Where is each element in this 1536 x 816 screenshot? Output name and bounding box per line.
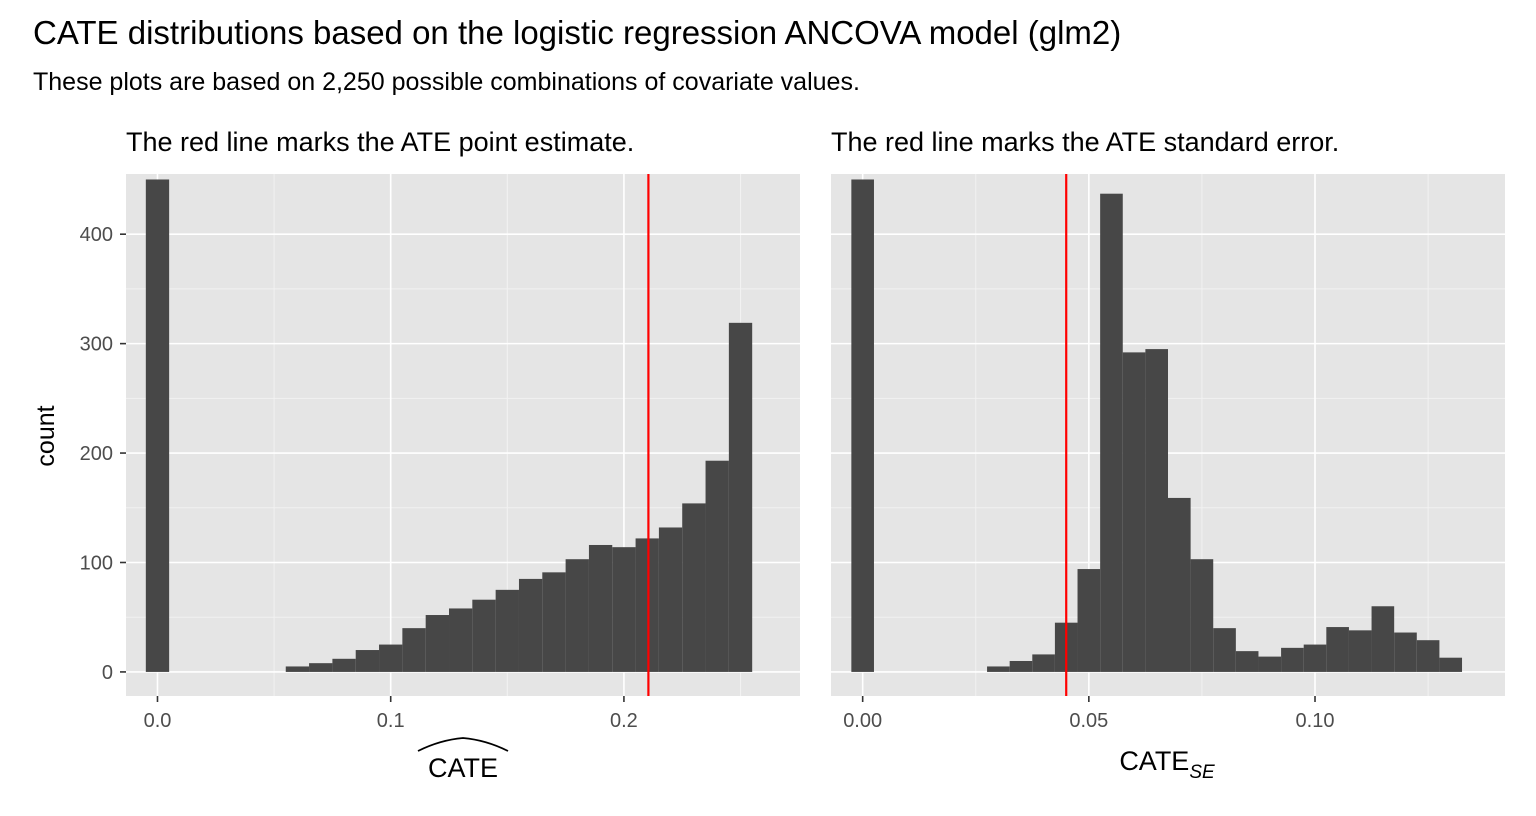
histogram-bar [1009, 660, 1033, 672]
y-axis-label: count [32, 405, 60, 466]
histogram-bar [682, 503, 706, 672]
histogram-bar [635, 538, 659, 672]
histogram-bar [495, 589, 519, 672]
y-tick-label: 400 [80, 224, 113, 246]
widehat-accent [417, 737, 509, 752]
x-tick-label: 0.00 [843, 710, 882, 732]
panel-cate-estimate: The red line marks the ATE point estimat… [80, 127, 800, 783]
histogram-bar [851, 179, 874, 672]
histogram-bar [588, 544, 613, 672]
x-tick-label: 0.1 [377, 710, 405, 732]
x-axis-right: 0.00 0.05 0.10 [843, 696, 1334, 732]
histogram-bar [1213, 628, 1236, 672]
histogram-bar [612, 547, 636, 672]
histogram-bar [285, 666, 310, 672]
x-label-cate-se-subscript: SE [1189, 762, 1215, 783]
x-tick-label: 0.2 [610, 710, 638, 732]
histogram-bar [309, 663, 333, 672]
x-tick-label: 0.05 [1069, 710, 1108, 732]
histogram-bar [1416, 640, 1440, 672]
x-tick-label: 0.0 [144, 710, 172, 732]
histogram-bar [1168, 497, 1191, 672]
y-tick-label: 100 [80, 552, 113, 574]
histogram-bar [402, 628, 426, 672]
histogram-bar [1190, 559, 1214, 672]
histogram-bar [1032, 654, 1055, 672]
histogram-bar [1326, 627, 1349, 672]
y-tick-label: 0 [102, 662, 113, 684]
y-tick-label: 300 [80, 334, 113, 356]
histogram-bar [1145, 349, 1168, 672]
x-axis-left: 0.0 0.1 0.2 [144, 696, 638, 732]
panel-title-right: The red line marks the ATE standard erro… [831, 127, 1339, 157]
histogram-bar [1394, 632, 1417, 672]
histogram-bar [1077, 569, 1101, 672]
x-axis-label-left: CATE [417, 737, 509, 783]
histogram-bar [542, 572, 566, 672]
histogram-bar [379, 644, 403, 672]
gridlines-p0 [126, 174, 800, 696]
x-label-cate-hat: CATE [428, 753, 498, 783]
histogram-bar [1281, 647, 1304, 672]
histogram-bars-left [145, 179, 753, 672]
histogram-bar [1235, 651, 1259, 672]
y-axis-left: 0 100 200 300 400 [80, 224, 126, 684]
panel-title-left: The red line marks the ATE point estimat… [126, 127, 634, 157]
histogram-bars-right [851, 179, 1463, 672]
histogram-bar [705, 460, 729, 672]
x-label-cate-se: CATESE [1119, 746, 1215, 783]
histogram-bar [987, 666, 1010, 672]
histogram-bar [1439, 657, 1463, 672]
panel-cate-se: The red line marks the ATE standard erro… [831, 127, 1505, 783]
histogram-bar [518, 578, 543, 672]
histogram-bar [658, 527, 683, 672]
histogram-bar [1303, 644, 1327, 672]
histogram-bar [145, 179, 170, 672]
histogram-bar [1371, 606, 1395, 672]
histogram-bar [355, 650, 380, 672]
x-tick-label: 0.10 [1296, 710, 1335, 732]
histogram-bar [332, 658, 356, 672]
figure-title: CATE distributions based on the logistic… [33, 14, 1121, 51]
histogram-bar [1258, 656, 1282, 672]
histogram-bar [1348, 630, 1372, 672]
histogram-bar [728, 322, 753, 672]
histogram-bar [1100, 193, 1123, 672]
histogram-bar [425, 615, 450, 672]
figure-subtitle: These plots are based on 2,250 possible … [33, 68, 860, 96]
histogram-bar [472, 599, 496, 672]
histogram-bar [449, 608, 473, 672]
histogram-bar [565, 559, 589, 672]
histogram-bar [1122, 352, 1146, 672]
x-label-cate-se-main: CATE [1119, 746, 1189, 776]
y-tick-label: 200 [80, 443, 113, 465]
